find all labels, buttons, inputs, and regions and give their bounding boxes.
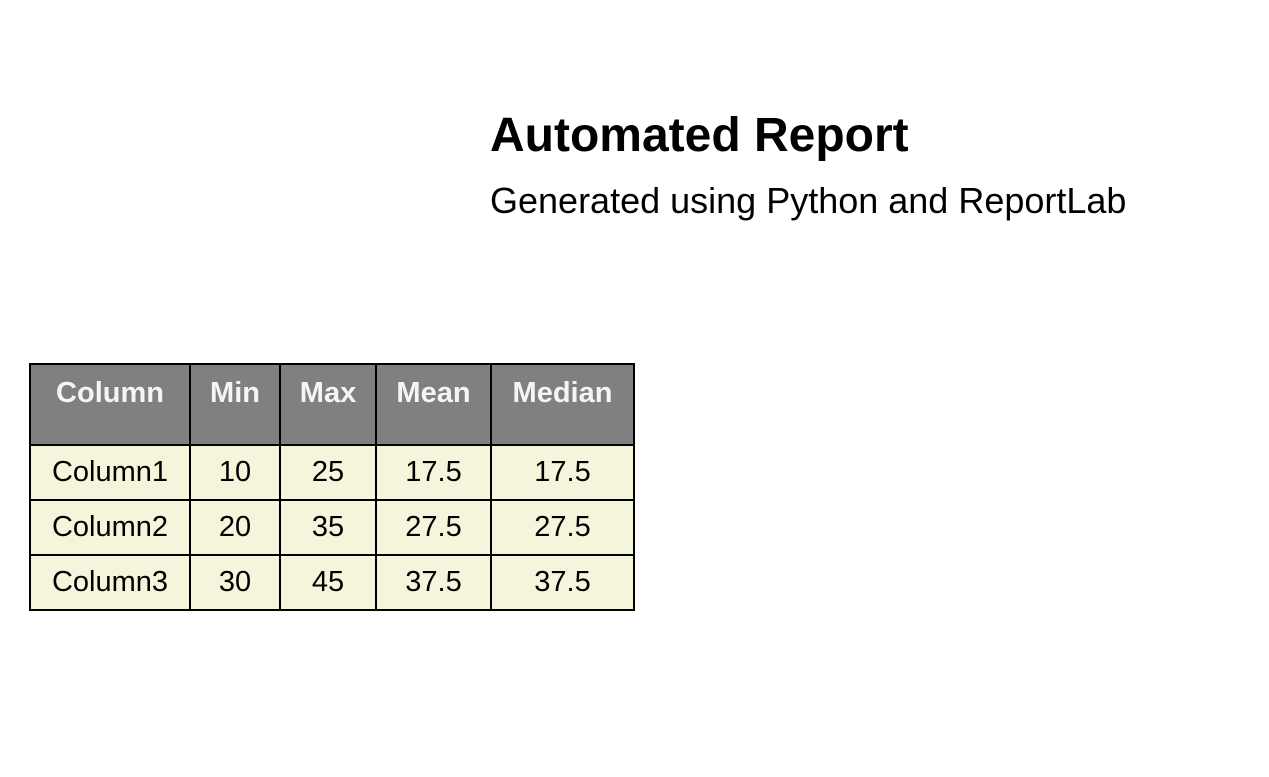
cell-column-name: Column2 bbox=[29, 499, 191, 556]
header-max: Max bbox=[279, 363, 377, 446]
cell-min: 10 bbox=[189, 444, 281, 501]
cell-column-name: Column3 bbox=[29, 554, 191, 611]
cell-median: 27.5 bbox=[490, 499, 635, 556]
cell-min: 30 bbox=[189, 554, 281, 611]
table-row: Column2 20 35 27.5 27.5 bbox=[29, 499, 635, 556]
cell-mean: 17.5 bbox=[375, 444, 492, 501]
report-subtitle: Generated using Python and ReportLab bbox=[490, 180, 1127, 221]
cell-max: 25 bbox=[279, 444, 377, 501]
statistics-table: Column Min Max Mean Median Column1 10 25… bbox=[29, 363, 635, 611]
cell-min: 20 bbox=[189, 499, 281, 556]
report-title: Automated Report bbox=[490, 109, 909, 162]
header-median: Median bbox=[490, 363, 635, 446]
cell-mean: 37.5 bbox=[375, 554, 492, 611]
table-body: Column1 10 25 17.5 17.5 Column2 20 35 27… bbox=[29, 444, 635, 611]
cell-median: 37.5 bbox=[490, 554, 635, 611]
cell-median: 17.5 bbox=[490, 444, 635, 501]
header-min: Min bbox=[189, 363, 281, 446]
cell-max: 45 bbox=[279, 554, 377, 611]
cell-mean: 27.5 bbox=[375, 499, 492, 556]
header-mean: Mean bbox=[375, 363, 492, 446]
table-row: Column3 30 45 37.5 37.5 bbox=[29, 554, 635, 611]
table-header-row: Column Min Max Mean Median bbox=[29, 363, 635, 446]
table-header: Column Min Max Mean Median bbox=[29, 363, 635, 446]
table-row: Column1 10 25 17.5 17.5 bbox=[29, 444, 635, 501]
cell-column-name: Column1 bbox=[29, 444, 191, 501]
header-column: Column bbox=[29, 363, 191, 446]
cell-max: 35 bbox=[279, 499, 377, 556]
